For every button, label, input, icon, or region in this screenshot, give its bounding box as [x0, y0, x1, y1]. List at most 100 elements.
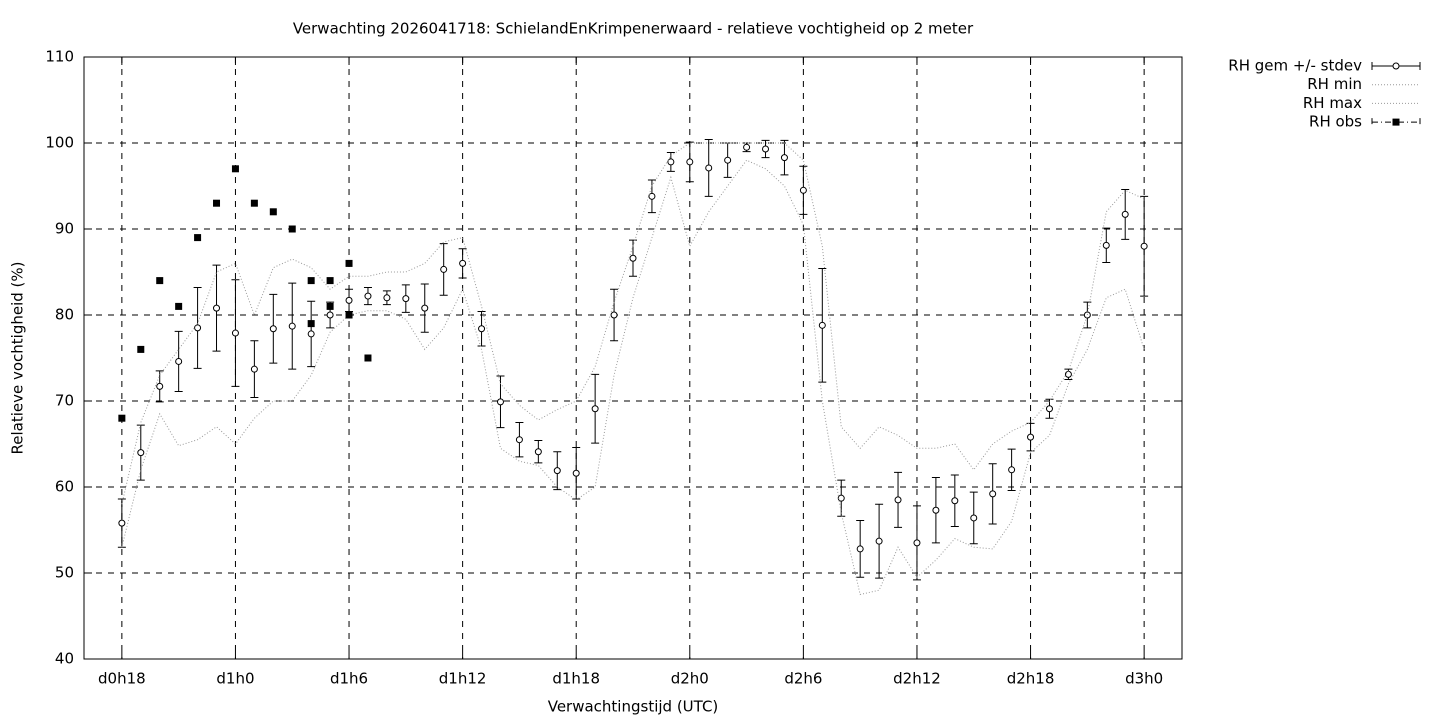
point [383, 294, 391, 302]
chart-title: Verwachting 2026041718: SchielandEnKrimp… [293, 20, 974, 38]
point [269, 325, 277, 333]
x-tick-label: d1h0 [216, 670, 254, 688]
line [121, 142, 1145, 505]
plot-frame [83, 56, 1183, 660]
point [231, 165, 239, 173]
point [1064, 370, 1072, 378]
point [913, 539, 921, 547]
point [175, 302, 183, 310]
x-tick-label: d2h18 [1007, 670, 1055, 688]
x-axis-label: Verwachtingstijd (UTC) [548, 698, 719, 716]
legend-label: RH obs [1309, 113, 1362, 131]
x-tick-label: d1h6 [330, 670, 368, 688]
point [515, 436, 523, 444]
point [307, 320, 315, 328]
point [667, 158, 675, 166]
y-tick-label: 100 [45, 134, 74, 152]
point [553, 467, 561, 475]
point [572, 469, 580, 477]
y-tick-label: 40 [55, 650, 74, 668]
legend-label: RH gem +/- stdev [1228, 57, 1362, 75]
line [121, 159, 1145, 596]
point [686, 158, 694, 166]
point [345, 311, 353, 319]
point [1102, 241, 1110, 249]
point [156, 382, 164, 390]
point [118, 519, 126, 527]
point [743, 143, 751, 151]
y-tick-label: 110 [45, 48, 74, 66]
point [345, 296, 353, 304]
x-tick-label: d0h18 [98, 670, 146, 688]
point [894, 496, 902, 504]
legend-sample [1371, 118, 1421, 127]
point [137, 449, 145, 457]
legend-label: RH min [1307, 75, 1362, 93]
point [875, 537, 883, 545]
x-tick-label: d2h12 [893, 670, 941, 688]
point [402, 295, 410, 303]
point [1140, 242, 1148, 250]
point [194, 234, 202, 242]
point [837, 494, 845, 502]
point [213, 199, 221, 207]
point [818, 321, 826, 329]
legend-label: RH max [1303, 94, 1362, 112]
point [156, 277, 164, 285]
point [326, 302, 334, 310]
point [1083, 311, 1091, 319]
point [1045, 405, 1053, 413]
point [1027, 433, 1035, 441]
point [459, 259, 467, 267]
point [799, 186, 807, 194]
point [440, 265, 448, 273]
x-tick-label: d1h12 [439, 670, 487, 688]
y-tick-label: 70 [55, 392, 74, 410]
point [231, 329, 239, 337]
point [364, 292, 372, 300]
point [137, 345, 145, 353]
point [610, 311, 618, 319]
point [288, 322, 296, 330]
point [269, 208, 277, 216]
point [213, 304, 221, 312]
point [345, 259, 353, 267]
y-tick-label: 50 [55, 564, 74, 582]
point [307, 277, 315, 285]
point [118, 414, 126, 422]
y-tick-label: 90 [55, 220, 74, 238]
point [989, 490, 997, 498]
point [932, 506, 940, 514]
point [856, 545, 864, 553]
point [1121, 210, 1129, 218]
point [496, 398, 504, 406]
point [175, 357, 183, 365]
x-tick-label: d2h0 [671, 670, 709, 688]
x-tick-label: d2h6 [784, 670, 822, 688]
x-tick-label: d3h0 [1125, 670, 1163, 688]
point [629, 254, 637, 262]
legend-marker [1392, 62, 1400, 70]
point [648, 192, 656, 200]
point [591, 405, 599, 413]
point [780, 154, 788, 162]
point [364, 354, 372, 362]
point [326, 311, 334, 319]
point [288, 225, 296, 233]
point [724, 156, 732, 164]
y-axis-label: Relatieve vochtigheid (%) [9, 261, 27, 454]
point [1008, 466, 1016, 474]
y-tick-label: 80 [55, 306, 74, 324]
legend-marker [1392, 118, 1400, 126]
point [951, 497, 959, 505]
x-tick-label: d1h18 [552, 670, 600, 688]
point [250, 365, 258, 373]
y-tick-label: 60 [55, 478, 74, 496]
point [421, 304, 429, 312]
point [326, 277, 334, 285]
point [478, 325, 486, 333]
point [534, 448, 542, 456]
point [307, 330, 315, 338]
point [705, 164, 713, 172]
